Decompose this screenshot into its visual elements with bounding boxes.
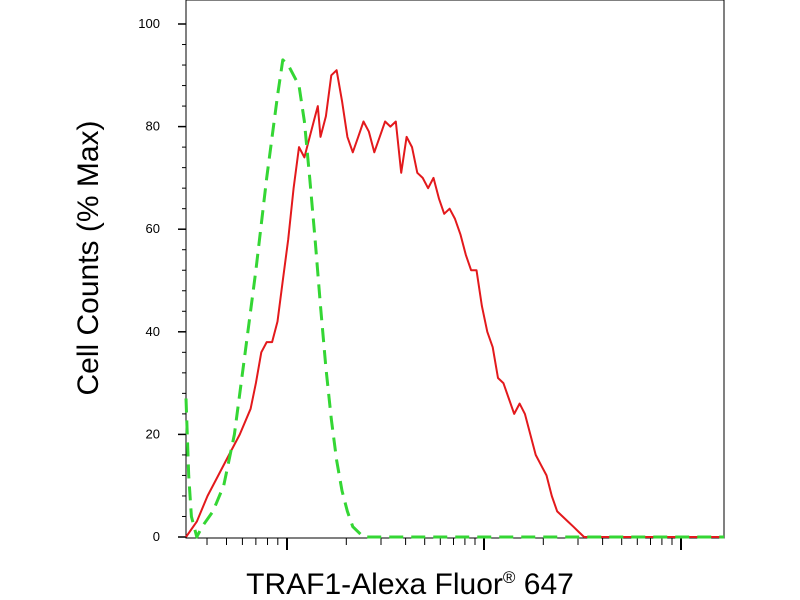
- x-axis-title-mark: ®: [503, 568, 516, 587]
- y-tick-label: 100: [138, 16, 160, 31]
- y-tick-label: 20: [146, 426, 160, 441]
- x-axis-ticks: [206, 538, 682, 550]
- y-tick-label: 40: [146, 324, 160, 339]
- x-axis-title-suffix: 647: [515, 568, 573, 600]
- x-axis-title-main: TRAF1-Alexa Fluor: [246, 568, 503, 600]
- x-axis-title: TRAF1-Alexa Fluor® 647: [246, 568, 574, 600]
- y-axis-ticks: 0 20 40 60 80 100: [138, 16, 186, 544]
- dashed-series-line: [184, 58, 724, 539]
- series-layer: [184, 58, 724, 539]
- y-tick-label: 60: [146, 221, 160, 236]
- y-axis-title: Cell Counts (% Max): [72, 120, 105, 395]
- solid-series-line: [185, 69, 724, 538]
- y-tick-label: 0: [153, 529, 160, 544]
- plot-frame: [185, 0, 725, 539]
- y-tick-label: 80: [146, 119, 160, 134]
